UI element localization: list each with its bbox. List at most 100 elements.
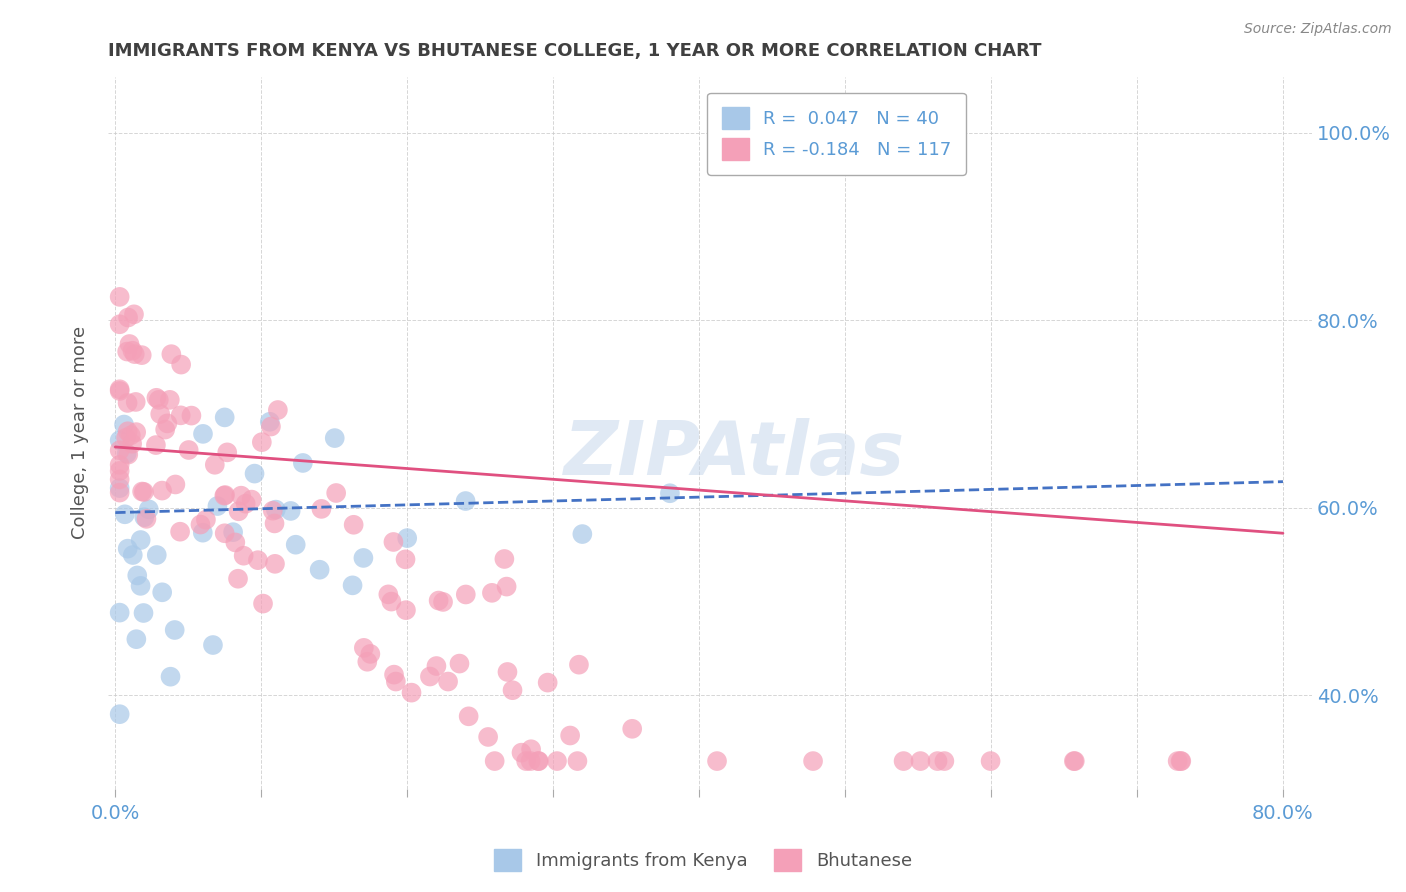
Point bbox=[150, 483, 173, 498]
Point bbox=[108, 458, 131, 472]
Point bbox=[537, 675, 560, 690]
Point bbox=[560, 729, 582, 743]
Point bbox=[382, 667, 405, 681]
Point bbox=[177, 442, 200, 457]
Point bbox=[115, 431, 138, 445]
Point bbox=[108, 481, 131, 495]
Point bbox=[457, 709, 479, 723]
Point bbox=[145, 438, 167, 452]
Point bbox=[1170, 754, 1192, 768]
Point bbox=[527, 754, 550, 768]
Point bbox=[122, 307, 145, 321]
Point bbox=[264, 557, 287, 571]
Point bbox=[156, 417, 179, 431]
Point bbox=[1167, 754, 1189, 768]
Point bbox=[132, 606, 155, 620]
Point bbox=[394, 552, 416, 566]
Point bbox=[243, 467, 266, 481]
Point bbox=[163, 623, 186, 637]
Legend: R =  0.047   N = 40, R = -0.184   N = 117: R = 0.047 N = 40, R = -0.184 N = 117 bbox=[707, 93, 966, 175]
Point bbox=[427, 593, 450, 607]
Point bbox=[494, 552, 516, 566]
Point bbox=[138, 502, 160, 516]
Point bbox=[117, 310, 139, 325]
Point bbox=[224, 535, 246, 549]
Point bbox=[108, 443, 131, 458]
Point bbox=[250, 435, 273, 450]
Point bbox=[515, 754, 537, 768]
Point bbox=[927, 754, 949, 768]
Point bbox=[356, 655, 378, 669]
Point bbox=[267, 403, 290, 417]
Point bbox=[117, 448, 139, 462]
Point bbox=[108, 485, 131, 500]
Point bbox=[419, 669, 441, 683]
Point bbox=[401, 685, 423, 699]
Point bbox=[546, 754, 568, 768]
Point bbox=[240, 492, 263, 507]
Point bbox=[481, 586, 503, 600]
Point bbox=[260, 419, 283, 434]
Point bbox=[121, 548, 143, 562]
Point bbox=[108, 434, 131, 448]
Point bbox=[125, 632, 148, 647]
Point bbox=[191, 426, 214, 441]
Point bbox=[235, 497, 257, 511]
Point bbox=[108, 382, 131, 396]
Point bbox=[127, 568, 149, 582]
Point bbox=[385, 674, 408, 689]
Point bbox=[117, 424, 139, 438]
Point bbox=[114, 508, 136, 522]
Point bbox=[129, 579, 152, 593]
Point bbox=[165, 477, 187, 491]
Point bbox=[108, 290, 131, 304]
Text: ZIPAtlas: ZIPAtlas bbox=[564, 417, 904, 491]
Point bbox=[131, 348, 153, 362]
Point bbox=[449, 657, 471, 671]
Point bbox=[496, 665, 519, 679]
Point bbox=[323, 431, 346, 445]
Point bbox=[706, 754, 728, 768]
Point bbox=[108, 384, 131, 398]
Point bbox=[893, 754, 915, 768]
Point bbox=[454, 587, 477, 601]
Point bbox=[160, 347, 183, 361]
Point bbox=[108, 318, 131, 332]
Point bbox=[194, 513, 217, 527]
Point bbox=[311, 502, 333, 516]
Point bbox=[454, 494, 477, 508]
Point bbox=[395, 603, 418, 617]
Point bbox=[1170, 754, 1192, 768]
Point bbox=[121, 437, 143, 451]
Point bbox=[131, 484, 153, 499]
Point bbox=[132, 485, 155, 500]
Point bbox=[291, 456, 314, 470]
Text: Source: ZipAtlas.com: Source: ZipAtlas.com bbox=[1244, 22, 1392, 37]
Point bbox=[108, 472, 131, 486]
Point bbox=[801, 754, 824, 768]
Point bbox=[259, 415, 281, 429]
Point bbox=[308, 563, 330, 577]
Point bbox=[214, 410, 236, 425]
Point bbox=[910, 754, 932, 768]
Point bbox=[159, 392, 181, 407]
Point bbox=[1063, 754, 1085, 768]
Point bbox=[510, 746, 533, 760]
Text: IMMIGRANTS FROM KENYA VS BHUTANESE COLLEGE, 1 YEAR OR MORE CORRELATION CHART: IMMIGRANTS FROM KENYA VS BHUTANESE COLLE… bbox=[108, 42, 1042, 60]
Point bbox=[115, 344, 138, 359]
Point bbox=[124, 347, 146, 361]
Point bbox=[135, 512, 157, 526]
Point bbox=[621, 722, 644, 736]
Point bbox=[396, 531, 419, 545]
Point bbox=[380, 594, 402, 608]
Point bbox=[502, 683, 524, 698]
Point bbox=[117, 541, 139, 556]
Point bbox=[382, 535, 405, 549]
Point bbox=[118, 337, 141, 351]
Point bbox=[280, 504, 302, 518]
Point bbox=[190, 517, 212, 532]
Point bbox=[252, 597, 274, 611]
Point bbox=[214, 489, 236, 503]
Point bbox=[519, 754, 541, 768]
Point bbox=[117, 396, 139, 410]
